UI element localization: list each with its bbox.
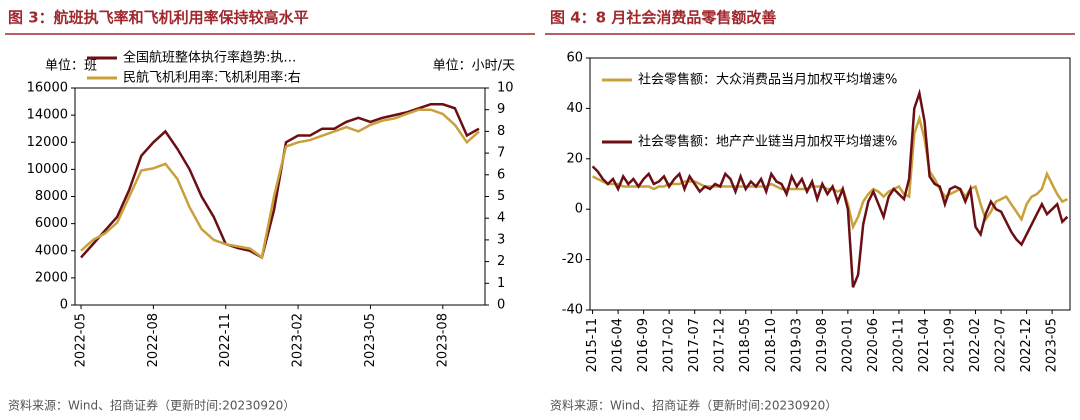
y2-tick-label: 4 <box>497 211 505 226</box>
x-tick-label: 2022-08 <box>146 313 161 367</box>
x-tick-label: 2023-05 <box>363 313 378 367</box>
figure-title: 图 4：8 月社会消费品零售额改善 <box>550 9 776 27</box>
x-tick-label: 2018-10 <box>764 318 779 372</box>
x-tick-label: 2020-06 <box>866 318 881 372</box>
x-tick-label: 2021-09 <box>943 318 958 372</box>
x-tick-label: 2022-05 <box>74 313 89 367</box>
x-tick-label: 2023-08 <box>435 313 450 367</box>
y-tick-label: 14000 <box>27 108 68 123</box>
y-tick-label: 40 <box>566 101 583 116</box>
x-tick-label: 2022-11 <box>218 313 233 367</box>
y-tick-label: 12000 <box>27 135 68 150</box>
x-tick-label: 2020-11 <box>891 318 906 372</box>
figure-title: 图 3：航班执飞率和飞机利用率保持较高水平 <box>8 9 309 27</box>
x-tick-label: 2015-11 <box>585 318 600 372</box>
y2-tick-label: 1 <box>497 276 505 291</box>
y-tick-label: -40 <box>562 303 583 318</box>
x-tick-label: 2017-12 <box>713 318 728 372</box>
x-tick-label: 2021-04 <box>917 318 932 372</box>
plot-frame <box>589 57 1071 311</box>
source: 资料来源：Wind、招商证券（更新时间:20230920） <box>550 398 837 413</box>
x-tick-label: 2023-02 <box>291 313 306 367</box>
x-tick-label: 2022-02 <box>968 318 983 372</box>
x-tick-label: 2018-05 <box>738 318 753 372</box>
plot-frame <box>74 87 486 306</box>
y2-tick-label: 10 <box>497 81 514 96</box>
y2-axis-label: 单位：小时/天 <box>433 59 515 74</box>
y2-tick-label: 2 <box>497 254 505 269</box>
x-tick-label: 2017-07 <box>687 318 702 372</box>
y2-tick-label: 5 <box>497 189 505 204</box>
y-axis-label: 单位：班 <box>45 59 97 74</box>
x-tick-label: 2023-05 <box>1045 318 1060 372</box>
y-tick-label: 0 <box>575 202 583 217</box>
y-tick-label: 20 <box>566 151 583 166</box>
legend-label: 社会零售额：地产产业链当月加权平均增速% <box>638 134 897 150</box>
y-tick-label: 10000 <box>27 162 68 177</box>
source: 资料来源：Wind、招商证券（更新时间:20230920） <box>8 398 295 413</box>
x-tick-label: 2017-02 <box>662 318 677 372</box>
series-line <box>80 108 480 260</box>
y2-tick-label: 6 <box>497 167 505 182</box>
y-tick-label: 8000 <box>35 189 68 204</box>
x-tick-label: 2020-01 <box>840 318 855 372</box>
x-tick-label: 2019-03 <box>789 318 804 372</box>
x-tick-label: 2016-09 <box>636 318 651 372</box>
x-tick-label: 2019-08 <box>815 318 830 372</box>
legend-label: 民航飞机利用率:飞机利用率:右 <box>123 70 301 86</box>
y2-tick-label: 7 <box>497 146 505 161</box>
y2-tick-label: 3 <box>497 232 505 247</box>
series-line <box>591 88 1069 288</box>
legend-label: 全国航班整体执行率趋势:执… <box>123 50 296 66</box>
y-tick-label: 2000 <box>35 270 68 285</box>
x-tick-label: 2022-12 <box>1019 318 1034 372</box>
y-tick-label: 6000 <box>35 216 68 231</box>
legend-label: 社会零售额：大众消费品当月加权平均增速% <box>638 72 897 88</box>
series-line <box>80 103 480 260</box>
y-tick-label: 16000 <box>27 81 68 96</box>
y2-tick-label: 9 <box>497 102 505 117</box>
y-tick-label: -20 <box>562 252 583 267</box>
y-tick-label: 4000 <box>35 243 68 258</box>
y-tick-label: 0 <box>60 298 68 313</box>
x-tick-label: 2022-07 <box>994 318 1009 372</box>
y2-tick-label: 8 <box>497 124 505 139</box>
y-tick-label: 60 <box>566 51 583 66</box>
x-tick-label: 2016-04 <box>611 318 626 372</box>
y2-tick-label: 0 <box>497 298 505 313</box>
